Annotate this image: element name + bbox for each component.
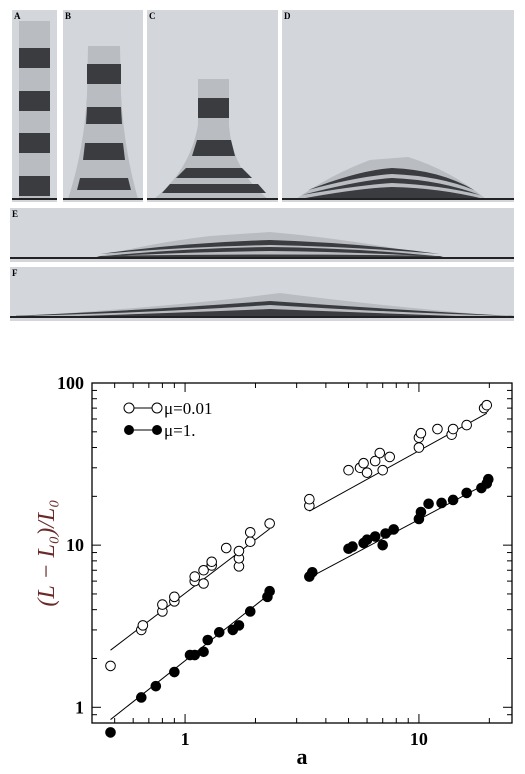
data-point-mu-001: [244, 527, 256, 538]
x-axis-label: a: [297, 744, 308, 769]
data-point-mu-001: [358, 457, 369, 469]
data-point-mu-1: [388, 524, 399, 535]
data-point-mu-001: [105, 660, 116, 672]
legend-item-mu-001: μ=0.01: [123, 399, 212, 418]
data-points: [105, 399, 494, 738]
panel-e: E: [10, 208, 514, 262]
data-point-mu-1: [415, 506, 427, 518]
data-point-mu-1: [264, 585, 275, 597]
data-point-mu-1: [461, 487, 472, 499]
data-point-mu-1: [369, 531, 381, 542]
data-point-mu-1: [202, 634, 214, 646]
column-b-stripes: [77, 64, 131, 190]
data-point-mu-001: [369, 455, 381, 467]
data-point-mu-001: [377, 464, 389, 476]
scatter-chart: 1 10 1 10 100 a (L − L₀)/L₀ μ=0.01 μ=1.: [34, 373, 513, 769]
data-point-mu-001: [264, 518, 275, 529]
data-point-mu-1: [377, 539, 389, 551]
panel-d: D: [282, 10, 514, 202]
data-point-mu-1: [483, 473, 494, 485]
y-tick-label: 1: [75, 697, 84, 717]
y-tick-label: 100: [57, 373, 84, 393]
mound-d-stripes: [300, 168, 484, 199]
data-point-mu-001: [447, 423, 459, 435]
trend-line-series-0-1: [309, 412, 488, 512]
panel-d-label: D: [284, 11, 291, 21]
panel-b: B: [63, 10, 143, 202]
trend-line-series-0-0: [110, 528, 270, 651]
data-point-mu-001: [157, 599, 168, 610]
column-a-stripes: [19, 48, 50, 196]
data-point-mu-1: [436, 497, 447, 509]
data-point-mu-001: [361, 467, 373, 478]
data-point-mu-001: [413, 442, 425, 453]
mound-f-stripes: [10, 301, 514, 318]
data-point-mu-1: [198, 646, 209, 658]
data-point-mu-001: [220, 542, 232, 554]
data-point-mu-001: [233, 545, 245, 557]
trend-lines: [110, 412, 488, 720]
legend-marker-filled-right: [152, 425, 162, 435]
data-point-mu-001: [461, 419, 472, 431]
data-point-mu-1: [169, 666, 180, 678]
data-point-mu-1: [244, 606, 256, 617]
x-tick-label: 10: [410, 729, 428, 749]
data-point-mu-001: [415, 427, 427, 439]
data-point-mu-001: [169, 591, 180, 603]
y-axis-label: (L − L₀)/L₀: [34, 499, 60, 606]
data-point-mu-001: [304, 493, 315, 505]
data-point-mu-1: [213, 627, 225, 638]
panel-f: F: [10, 267, 514, 321]
panel-a-label: A: [14, 11, 21, 21]
data-point-mu-001: [198, 564, 209, 576]
data-point-mu-1: [307, 567, 318, 578]
data-point-mu-001: [244, 536, 256, 548]
legend-item-mu-1: μ=1.: [124, 421, 195, 440]
data-point-mu-1: [150, 680, 162, 692]
data-point-mu-001: [343, 464, 354, 476]
data-point-mu-001: [189, 571, 201, 582]
legend-marker-open-right: [151, 402, 163, 414]
legend-marker-open-left: [123, 402, 135, 414]
data-point-mu-1: [136, 692, 147, 703]
legend-marker-filled-left: [124, 425, 134, 435]
y-axis-ticks: 1 10 100: [57, 373, 512, 724]
panel-c-label: C: [149, 11, 156, 21]
x-tick-label: 1: [181, 729, 190, 749]
panel-c: C: [147, 10, 278, 202]
data-point-mu-001: [137, 620, 149, 631]
mound-d-body: [296, 157, 486, 199]
data-point-mu-001: [432, 423, 443, 435]
panel-b-label: B: [65, 11, 71, 21]
data-point-mu-001: [481, 399, 493, 411]
data-point-mu-001: [374, 447, 386, 459]
data-point-mu-1: [423, 498, 434, 510]
data-point-mu-1: [105, 727, 116, 738]
data-point-mu-001: [384, 451, 396, 463]
data-point-mu-001: [198, 578, 209, 589]
legend: μ=0.01 μ=1.: [123, 399, 212, 440]
data-point-mu-1: [233, 620, 245, 631]
data-point-mu-1: [347, 541, 358, 552]
legend-label-mu-1: μ=1.: [164, 421, 195, 440]
panel-a: A: [12, 10, 57, 202]
y-tick-label: 10: [66, 535, 84, 555]
x-axis-ticks: 1 10: [91, 383, 490, 749]
data-point-mu-1: [189, 649, 201, 661]
legend-label-mu-001: μ=0.01: [164, 399, 212, 418]
column-c-stripes: [162, 98, 266, 193]
panel-e-label: E: [12, 209, 18, 219]
data-point-mu-1: [447, 494, 459, 506]
panel-f-label: F: [12, 268, 18, 278]
data-point-mu-001: [206, 556, 218, 568]
